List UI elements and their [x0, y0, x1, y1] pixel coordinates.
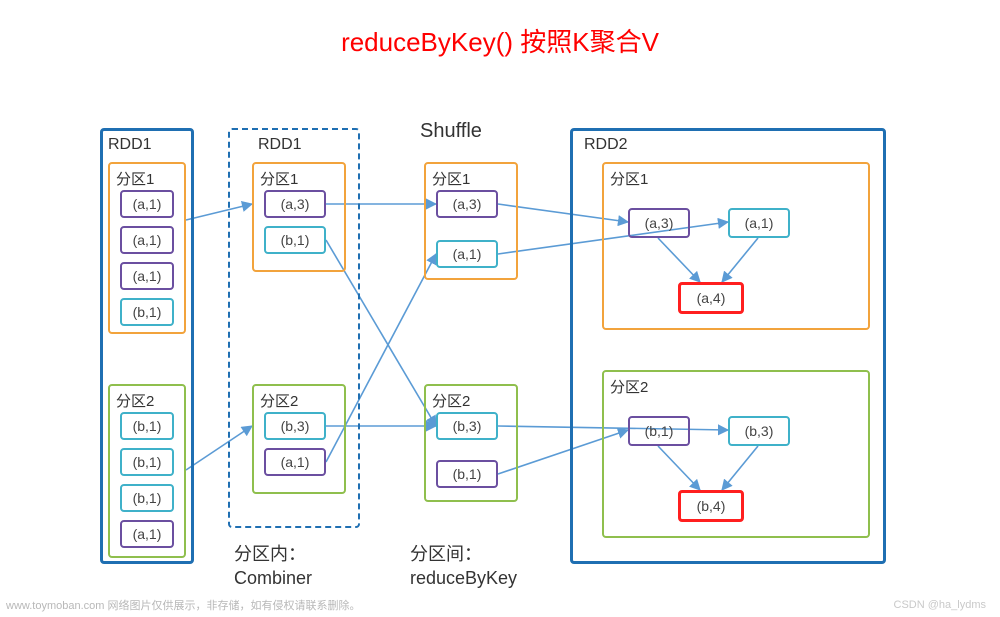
data-cell: (a,1) [264, 448, 326, 476]
data-cell: (a,1) [120, 262, 174, 290]
footer-left: www.toymoban.com 网络图片仅供展示，非存储，如有侵权请联系删除。 [6, 597, 360, 613]
partition-label: 分区1 [116, 168, 154, 189]
partition-label: 分区1 [432, 168, 470, 189]
data-cell: (b,1) [120, 412, 174, 440]
data-cell: (b,1) [628, 416, 690, 446]
partition-label: 分区2 [116, 390, 154, 411]
label-combiner-top: 分区内： [234, 540, 306, 566]
data-cell: (a,1) [436, 240, 498, 268]
data-cell: (a,3) [436, 190, 498, 218]
data-cell: (a,1) [120, 226, 174, 254]
data-cell: (a,3) [264, 190, 326, 218]
data-cell: (b,1) [120, 448, 174, 476]
partition-label: 分区2 [260, 390, 298, 411]
label-rdd2: RDD2 [584, 136, 628, 154]
data-cell: (b,3) [436, 412, 498, 440]
data-cell: (b,1) [120, 298, 174, 326]
data-cell: (a,4) [678, 282, 744, 314]
data-cell: (a,1) [728, 208, 790, 238]
data-cell: (a,1) [120, 190, 174, 218]
data-cell: (b,1) [436, 460, 498, 488]
partition-label: 分区2 [432, 390, 470, 411]
label-rdd1-a: RDD1 [108, 136, 152, 154]
data-cell: (b,4) [678, 490, 744, 522]
partition-label: 分区2 [610, 376, 648, 397]
data-cell: (a,1) [120, 520, 174, 548]
data-cell: (a,3) [628, 208, 690, 238]
label-reducebykey: reduceByKey [410, 568, 517, 589]
footer-right: CSDN @ha_lydms [894, 599, 986, 611]
data-cell: (b,3) [264, 412, 326, 440]
label-rdd1-b: RDD1 [258, 136, 302, 154]
partition-label: 分区1 [260, 168, 298, 189]
label-combiner: Combiner [234, 568, 312, 589]
data-cell: (b,1) [120, 484, 174, 512]
partition-label: 分区1 [610, 168, 648, 189]
label-reduce-top: 分区间： [410, 540, 482, 566]
data-cell: (b,3) [728, 416, 790, 446]
label-shuffle: Shuffle [420, 120, 482, 143]
data-cell: (b,1) [264, 226, 326, 254]
